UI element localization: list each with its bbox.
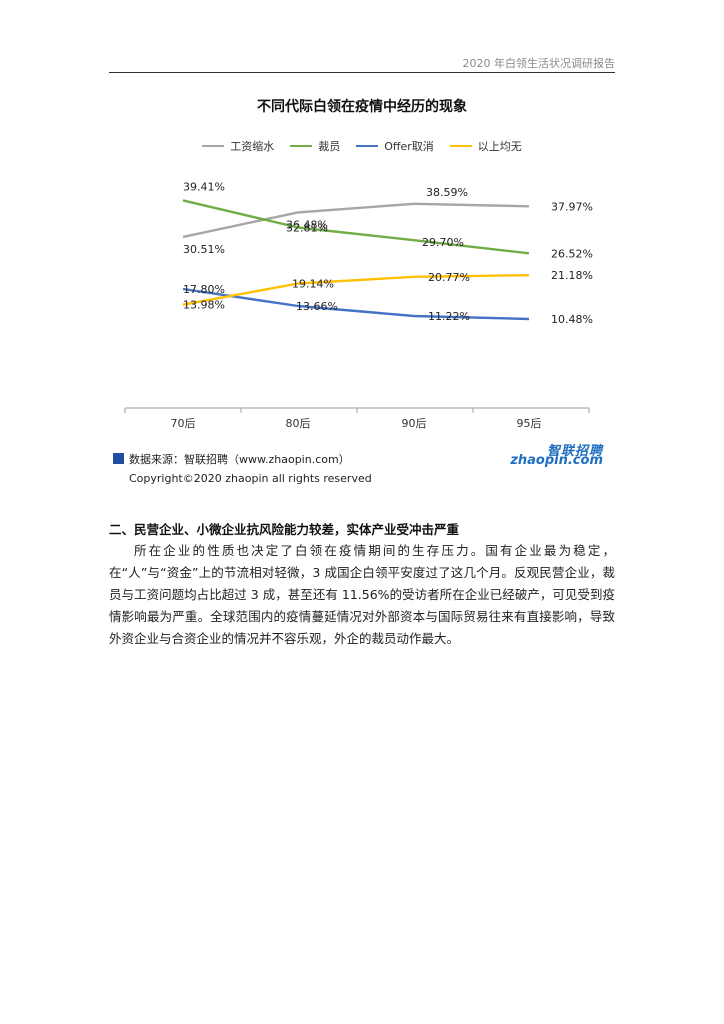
- data-label: 30.51%: [183, 243, 225, 256]
- legend-item-layoff: 裁员: [290, 138, 340, 154]
- data-label: 20.77%: [428, 271, 470, 284]
- legend-item-none: 以上均无: [449, 138, 522, 154]
- data-label: 10.48%: [551, 313, 593, 326]
- x-tick-label: 70后: [171, 417, 196, 430]
- source-row: 数据来源：智联招聘（www.zhaopin.com） 智联招聘 zhaopin.…: [109, 444, 615, 470]
- source-bullet-icon: [113, 453, 124, 464]
- data-label: 38.59%: [426, 186, 468, 199]
- data-label: 13.66%: [296, 300, 338, 313]
- legend-label-layoff: 裁员: [318, 140, 341, 153]
- source-text: 数据来源：智联招聘（www.zhaopin.com）: [129, 453, 350, 466]
- legend-item-offer-cancel: Offer取消: [356, 138, 434, 154]
- series-line-3: [182, 274, 530, 306]
- series-line-2: [182, 287, 530, 321]
- series-line-1: [182, 199, 530, 255]
- logo-cn-text: 智联招聘: [546, 444, 603, 459]
- legend-label-none: 以上均无: [477, 140, 522, 153]
- data-label: 21.18%: [551, 269, 593, 282]
- legend-label-offer-cancel: Offer取消: [384, 140, 434, 153]
- chart-title: 不同代际白领在疫情中经历的现象: [257, 99, 467, 115]
- data-label: 26.52%: [551, 247, 593, 260]
- legend-swatch-layoff: [290, 145, 313, 147]
- copyright-text: Copyright©2020 zhaopin all rights reserv…: [129, 472, 372, 485]
- legend-swatch-wage-cut: [202, 145, 225, 147]
- data-label: 37.97%: [551, 200, 593, 213]
- line-chart: 70后 80后 90后 95后30.51%36.48%38.59%37.97%39.4…: [124, 180, 593, 430]
- legend-swatch-none: [449, 145, 472, 147]
- data-label: 32.81%: [286, 221, 328, 234]
- header-divider: [109, 72, 615, 73]
- data-label: 17.80%: [183, 283, 225, 296]
- section-heading: 二、民营企业、小微企业抗风险能力较差，实体产业受冲击严重: [109, 522, 460, 537]
- series-line-0: [182, 202, 530, 239]
- section-paragraph: 所在企业的性质也决定了白领在疫情期间的生存压力。国有企业最为稳定，在“人”与“资…: [109, 543, 615, 646]
- data-label: 19.14%: [292, 278, 334, 291]
- legend-item-wage-cut: 工资缩水: [202, 138, 274, 154]
- legend-label-wage-cut: 工资缩水: [230, 140, 275, 153]
- data-label: 39.41%: [183, 180, 225, 193]
- x-tick-label: 90后: [402, 417, 427, 430]
- legend-swatch-offer-cancel: [356, 145, 379, 147]
- x-tick-label: 80后: [286, 417, 311, 430]
- report-header-title: 2020 年白领生活状况调研报告: [462, 57, 616, 70]
- chart-legend: 工资缩水 裁员 Offer取消 以上均无: [0, 138, 724, 154]
- data-label: 29.70%: [422, 236, 464, 249]
- zhaopin-logo: 智联招聘 zhaopin.com: [510, 440, 603, 470]
- logo-en-text: zhaopin.com: [510, 453, 603, 468]
- x-tick-label: 95后: [517, 417, 542, 430]
- data-label: 13.98%: [183, 299, 225, 312]
- data-label: 11.22%: [428, 310, 470, 323]
